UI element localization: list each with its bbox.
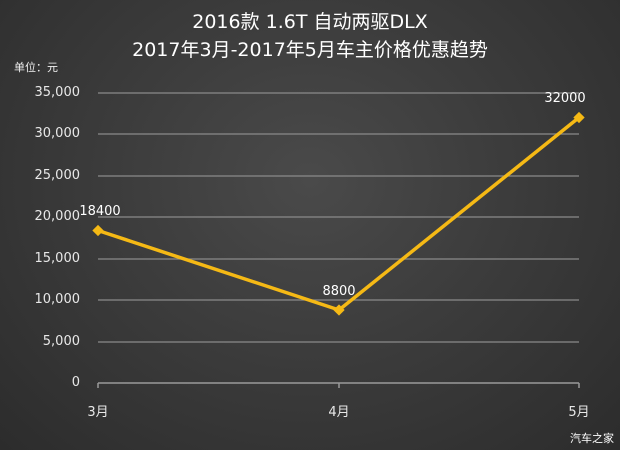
y-tick-25000: 25,000: [34, 168, 81, 183]
data-label-apr: 8800: [322, 284, 356, 299]
price-trend-line: [97, 116, 581, 312]
y-tick-35000: 35,000: [34, 85, 81, 100]
y-tick-20000: 20,000: [34, 209, 81, 224]
unit-label: 单位：元: [14, 61, 58, 74]
chart-title-line2: 2017年3月-2017年5月车主价格优惠趋势: [132, 39, 488, 61]
watermark-logo: 汽车之家: [570, 432, 614, 445]
x-tick-apr: 4月: [328, 405, 350, 420]
data-label-mar: 18400: [79, 204, 121, 219]
marker-4: [333, 304, 345, 316]
y-tick-10000: 10,000: [34, 292, 81, 307]
gridlines: [98, 92, 579, 343]
y-tick-15000: 15,000: [34, 251, 81, 266]
x-tick-mar: 3月: [87, 405, 109, 420]
x-axis: [97, 382, 580, 388]
x-tick-may: 5月: [568, 405, 590, 420]
data-label-may: 32000: [544, 91, 586, 106]
marker-3: [92, 224, 104, 237]
y-tick-5000: 5,000: [42, 334, 80, 349]
y-tick-0: 0: [71, 375, 80, 390]
y-tick-30000: 30,000: [34, 126, 81, 141]
chart-title-line1: 2016款 1.6T 自动两驱DLX: [192, 11, 428, 33]
